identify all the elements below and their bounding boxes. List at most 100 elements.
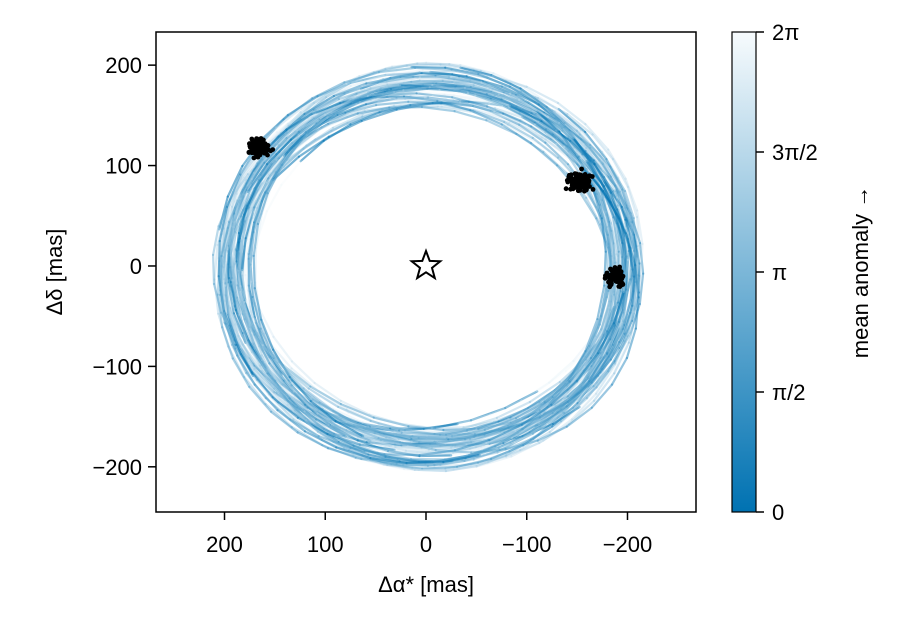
orbit-segment [270,372,296,398]
orbit-segment [483,81,520,95]
orbit-segment [247,359,269,391]
y-axis-title: Δδ [mas] [42,229,67,316]
orbit-segment [249,179,267,211]
orbit-segment [551,392,582,416]
orbit-segment [225,259,229,296]
orbit-segment [613,334,629,365]
orbit-segment [520,381,551,402]
orbit-segment [343,429,376,445]
orbit-segment [385,80,422,89]
orbit-segment [513,120,547,141]
orbit-segment [596,322,615,355]
orbit-segment [288,397,318,421]
orbit-segment [534,112,567,129]
orbit-segment [600,340,621,371]
orbit-segment [428,86,466,90]
orbit-segment [584,123,610,151]
orbit-segment [310,396,339,416]
orbit-segment [517,98,550,118]
astrometry-point [564,178,570,183]
orbit-segment [473,427,510,436]
orbit-segment [300,122,330,141]
orbit-segment [544,138,575,163]
orbit-segment [477,442,512,456]
orbit-segment [304,389,334,410]
orbit-segment [518,413,547,434]
orbit-segment [233,255,242,288]
orbit-segment [253,383,279,412]
orbit-segment [220,269,226,302]
orbit-segment [274,135,303,163]
orbit-segment [232,279,240,316]
orbit-segment [521,422,555,438]
astrometry-point [587,173,593,179]
orbit-segment [302,387,335,412]
orbit-segment [239,240,243,278]
orbit-segment [329,428,360,445]
orbit-segment [329,109,366,122]
orbit-segment [451,438,490,447]
orbit-segment [306,103,338,124]
orbit-segment [286,403,315,429]
orbit-segment [266,351,286,382]
orbit-segment [318,395,350,414]
orbit-segment [535,109,561,133]
orbit-segment [525,124,558,145]
astrometry-point [253,138,258,144]
orbit-segment [537,401,566,425]
orbit-segment [586,317,602,352]
orbit-segment [555,137,579,165]
orbit-segment [476,429,510,438]
orbit-segment [605,301,619,333]
orbit-segment [547,392,578,413]
orbit-segment [583,337,601,368]
orbit-segment [593,162,612,194]
orbit-segment [256,374,281,401]
orbit-segment [252,222,260,257]
orbit-segment [542,418,574,442]
orbit-segment [216,293,224,329]
orbit-segment [234,291,243,322]
orbit-segment [290,425,324,447]
orbit-segment [447,75,486,84]
orbit-segment [591,133,615,161]
y-tick-label: 100 [105,154,142,179]
orbit-segment [316,82,348,103]
orbit-segment [515,132,545,153]
orbit-segment [372,64,408,74]
orbit-segment [623,304,634,335]
orbit-segment [638,272,645,306]
orbit-segment [419,86,456,91]
orbit-segment [223,220,233,252]
orbit-segment [476,421,512,430]
orbit-segment [259,364,282,395]
orbit-segment [547,379,572,408]
orbit-segment [500,98,533,115]
orbit-segment [393,86,431,94]
orbit-segment [410,431,446,439]
orbit-segment [361,81,398,88]
orbit-segment [585,370,610,400]
astrometry-point [256,143,261,148]
orbit-segment [232,197,240,229]
orbit-segment [417,91,456,97]
orbit-segment [226,293,237,330]
orbit-segment [283,379,307,406]
orbit-track [247,86,618,454]
orbit-segment [413,468,447,473]
orbit-segment [376,451,413,461]
orbit-segment [265,367,292,395]
orbit-segment [520,403,553,426]
orbit-segment [559,369,583,393]
orbit-segment [245,371,267,400]
orbit-segment [456,85,494,91]
orbit-segment [473,111,511,124]
orbit-segment [331,423,365,440]
orbit-segment [350,87,382,102]
orbit-segment [268,342,293,370]
orbit-segment [492,409,524,423]
orbit-segment [356,106,391,115]
orbit-segment [236,354,256,386]
orbit-segment [592,372,616,402]
orbit-segment [253,302,266,335]
